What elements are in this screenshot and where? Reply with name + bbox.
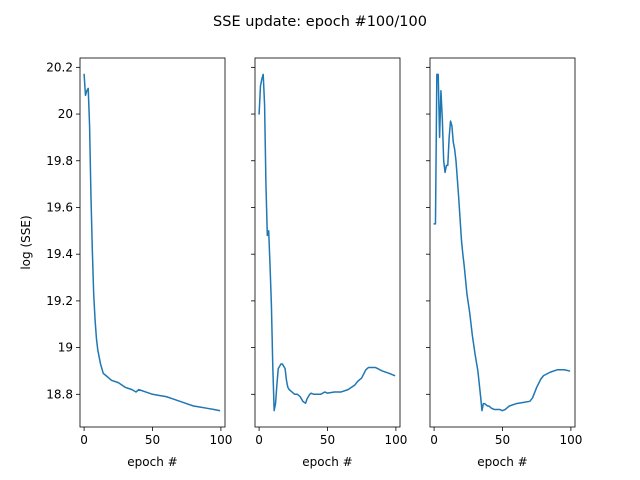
y-tick-label: 19.4	[46, 247, 73, 261]
x-axis-label: epoch #	[127, 455, 177, 469]
x-tick-label: 50	[320, 433, 335, 447]
subplot-2: 0 50 100 epoch #	[251, 57, 407, 469]
x-axis-label: epoch #	[302, 455, 352, 469]
x-tick-label: 100	[209, 433, 232, 447]
y-axis-label: log (SSE)	[19, 215, 33, 269]
x-tick-label: 100	[559, 433, 582, 447]
axes-frame	[79, 57, 226, 428]
figure-title: SSE update: epoch #100/100	[213, 14, 427, 30]
subplot-3: 0 50 100 epoch #	[426, 57, 582, 469]
y-tick-label: 20.2	[46, 60, 73, 74]
x-tick-label: 0	[255, 433, 263, 447]
y-tick-label: 18.8	[46, 387, 73, 401]
y-tick-label: 19.6	[46, 200, 73, 214]
series-line	[258, 73, 396, 412]
x-axis-label: epoch #	[477, 455, 527, 469]
y-tick-label: 19.2	[46, 294, 73, 308]
x-tick-label: 50	[495, 433, 510, 447]
y-tick-label: 20	[58, 107, 73, 121]
subplot-grid: 0 50 100 18.8 19 19.2 19.4 19.6 19.8 20 20.2 epoch …	[19, 57, 582, 469]
y-tick-label: 19	[58, 341, 73, 355]
series-line	[433, 73, 571, 412]
subplot-1: 0 50 100 18.8 19 19.2 19.4 19.6 19.8 20 20.2 epoch …	[19, 57, 232, 469]
series-line	[83, 73, 221, 412]
x-tick-label: 0	[430, 433, 438, 447]
x-tick-label: 100	[384, 433, 407, 447]
x-tick-label: 0	[80, 433, 88, 447]
axes-frame	[429, 57, 576, 428]
y-tick-label: 19.8	[46, 154, 73, 168]
x-tick-label: 50	[145, 433, 160, 447]
axes-frame	[254, 57, 401, 428]
